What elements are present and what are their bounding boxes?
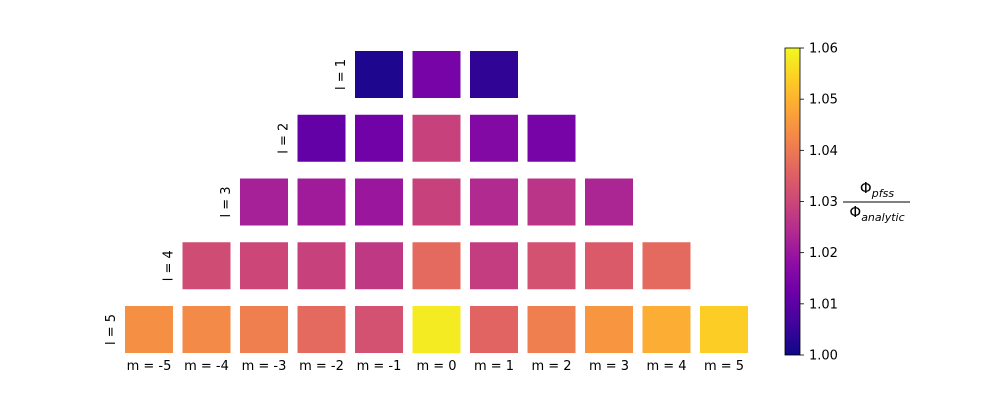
heatmap-cell-l5-m-3 [240, 306, 288, 353]
heatmap-cell-l4-m-3 [240, 242, 288, 290]
row-label-l3: l = 3 [219, 186, 234, 217]
heatmap-cell-l2-m1 [470, 114, 518, 162]
heatmap-cell-l1-m1 [470, 51, 518, 98]
heatmap-cell-l5-m1 [470, 306, 518, 353]
heatmap-cell-l3-m-1 [355, 178, 403, 226]
column-label-4: m = -1 [357, 359, 402, 374]
heatmap-cell-l3-m2 [527, 178, 576, 226]
row-label-l5: l = 5 [104, 314, 119, 345]
heatmap-cell-l5-m0 [412, 306, 461, 353]
heatmap-cell-l5-m-5 [125, 306, 173, 353]
heatmap-cell-l1-m-1 [355, 51, 403, 98]
heatmap-cell-l4-m-1 [355, 242, 403, 290]
colorbar-label-numerator: Φpfss [860, 179, 894, 200]
heatmap-cell-l5-m4 [642, 306, 691, 353]
column-label-5: m = 0 [416, 359, 456, 374]
column-label-6: m = 1 [474, 359, 514, 374]
column-label-0: m = -5 [127, 359, 172, 374]
colorbar-tick-label: 1.02 [809, 246, 838, 261]
heatmap-cell-l5-m2 [527, 306, 576, 353]
column-label-2: m = -3 [242, 359, 287, 374]
heatmap-cell-l4-m2 [527, 242, 576, 290]
column-label-9: m = 4 [646, 359, 686, 374]
heatmap-cell-l2-m-2 [297, 114, 346, 162]
heatmap-cell-l4-m4 [642, 242, 691, 290]
heatmap-cell-l3-m0 [412, 178, 461, 226]
heatmap-cell-l1-m0 [412, 51, 461, 98]
row-label-l4: l = 4 [162, 250, 177, 281]
heatmap-cell-l3-m3 [585, 178, 633, 226]
column-label-8: m = 3 [589, 359, 629, 374]
heatmap-cell-l3-m1 [470, 178, 518, 226]
heatmap-cell-l2-m2 [527, 114, 576, 162]
cells-layer [125, 51, 748, 353]
heatmap-cell-l3-m-2 [297, 178, 346, 226]
colorbar-label: Φpfss Φanalytic [843, 179, 910, 224]
row-label-l1: l = 1 [334, 59, 349, 90]
column-label-7: m = 2 [531, 359, 571, 374]
heatmap-cell-l2-m0 [412, 114, 461, 162]
heatmap-cell-l4-m1 [470, 242, 518, 290]
heatmap-cell-l5-m-2 [297, 306, 346, 353]
heatmap-cell-l5-m-1 [355, 306, 403, 353]
colorbar: 1.00 1.01 1.02 1.03 1.04 1.05 1.06 Φpfss Φanal… [784, 42, 910, 364]
heatmap-cell-l4-m-2 [297, 242, 346, 290]
row-label-l2: l = 2 [277, 123, 292, 154]
heatmap-cell-l5-m5 [700, 306, 748, 353]
colorbar-tick-label: 1.05 [809, 93, 838, 108]
heatmap-cell-l4-m0 [412, 242, 461, 290]
colorbar-ticks: 1.00 1.01 1.02 1.03 1.04 1.05 1.06 [800, 42, 838, 364]
colorbar-tick-label: 1.03 [809, 195, 838, 210]
colorbar-tick-label: 1.04 [809, 144, 838, 159]
column-labels: m = -5 m = -4 m = -3 m = -2 m = -1 m = 0 m = 1… [127, 359, 744, 374]
heatmap-cell-l5-m-4 [182, 306, 231, 353]
colorbar-tick-label: 1.01 [809, 297, 838, 312]
column-label-1: m = -4 [184, 359, 229, 374]
heatmap-cell-l4-m3 [585, 242, 633, 290]
colorbar-gradient [784, 47, 801, 356]
column-label-10: m = 5 [704, 359, 744, 374]
heatmap-cell-l3-m-3 [240, 178, 288, 226]
colorbar-tick-label: 1.06 [809, 42, 838, 57]
heatmap-cell-l2-m-1 [355, 114, 403, 162]
heatmap-cell-l5-m3 [585, 306, 633, 353]
colorbar-tick-label: 1.00 [809, 349, 838, 364]
column-label-3: m = -2 [299, 359, 344, 374]
colorbar-label-denominator: Φanalytic [849, 203, 904, 224]
row-labels: l = 1 l = 2 l = 3 l = 4 l = 5 [104, 59, 349, 345]
heatmap-cell-l4-m-4 [182, 242, 231, 290]
